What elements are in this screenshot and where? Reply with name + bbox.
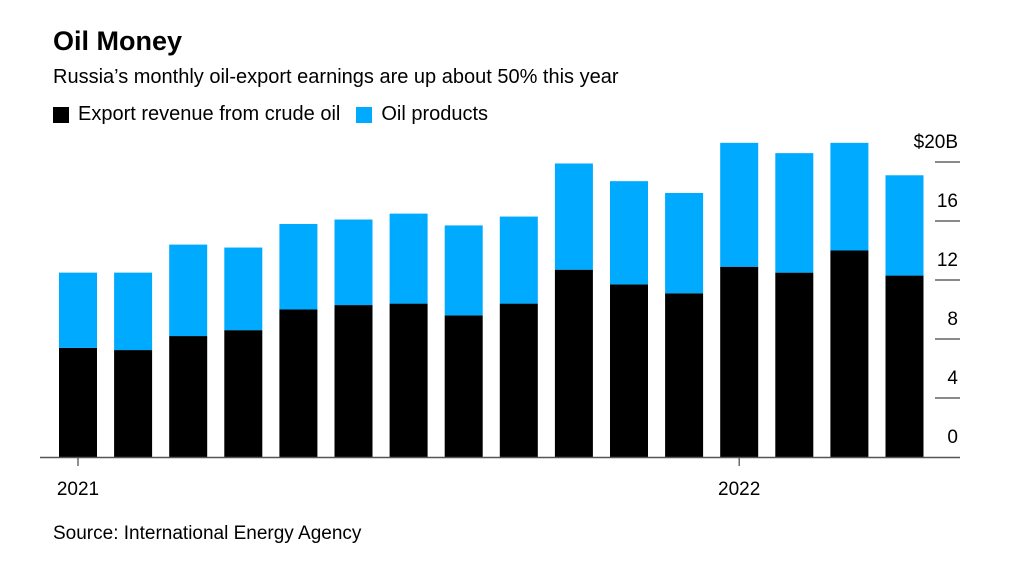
- bar-crude: [499, 303, 538, 457]
- source-note: Source: International Energy Agency: [53, 523, 362, 544]
- y-tick-label: 4: [947, 368, 958, 389]
- bar-products: [114, 272, 153, 351]
- x-tick-label: 2022: [718, 479, 760, 500]
- bar-products: [224, 247, 263, 331]
- bar-products: [775, 153, 814, 273]
- bar-products: [665, 192, 704, 294]
- bar-crude: [665, 293, 704, 457]
- bar-products: [334, 219, 373, 306]
- bar-crude: [169, 336, 208, 457]
- bar-crude: [444, 315, 483, 457]
- legend-label-products: Oil products: [381, 103, 489, 125]
- chart-subtitle: Russia’s monthly oil-export earnings are…: [53, 66, 619, 88]
- legend: Export revenue from crude oil Oil produc…: [53, 103, 504, 126]
- bar-crude: [775, 272, 814, 457]
- bar-crude: [830, 250, 869, 457]
- y-tick-label: 12: [937, 250, 958, 271]
- legend-swatch-crude: [53, 106, 69, 123]
- bar-products: [389, 213, 428, 304]
- y-tick-label: $20B: [914, 132, 958, 153]
- bar-products: [279, 223, 318, 310]
- bar-crude: [610, 284, 648, 457]
- x-tick-label: 2021: [57, 479, 99, 500]
- bar-crude: [885, 275, 924, 457]
- bar-products: [720, 142, 759, 267]
- legend-item-products: Oil products: [356, 103, 488, 126]
- chart-title: Oil Money: [53, 26, 183, 56]
- y-tick-label: 0: [947, 427, 958, 448]
- bar-products: [610, 181, 648, 285]
- bar-products: [830, 142, 869, 251]
- legend-swatch-products: [356, 106, 373, 123]
- legend-item-crude: Export revenue from crude oil: [53, 103, 340, 126]
- bar-products: [499, 216, 538, 304]
- bar-crude: [554, 269, 593, 457]
- bar-crude: [279, 309, 318, 457]
- legend-label-crude: Export revenue from crude oil: [78, 103, 341, 125]
- bar-products: [169, 244, 208, 337]
- bar-crude: [59, 347, 97, 457]
- bar-products: [59, 272, 97, 348]
- bar-crude: [389, 303, 428, 457]
- bar-products: [444, 225, 483, 316]
- bar-crude: [334, 305, 373, 457]
- bar-products: [885, 175, 924, 276]
- bar-crude: [224, 330, 263, 457]
- bar-crude: [720, 266, 759, 457]
- y-tick-label: 16: [937, 191, 958, 212]
- bar-crude: [114, 350, 153, 457]
- y-tick-label: 8: [947, 309, 958, 330]
- bar-products: [554, 163, 593, 270]
